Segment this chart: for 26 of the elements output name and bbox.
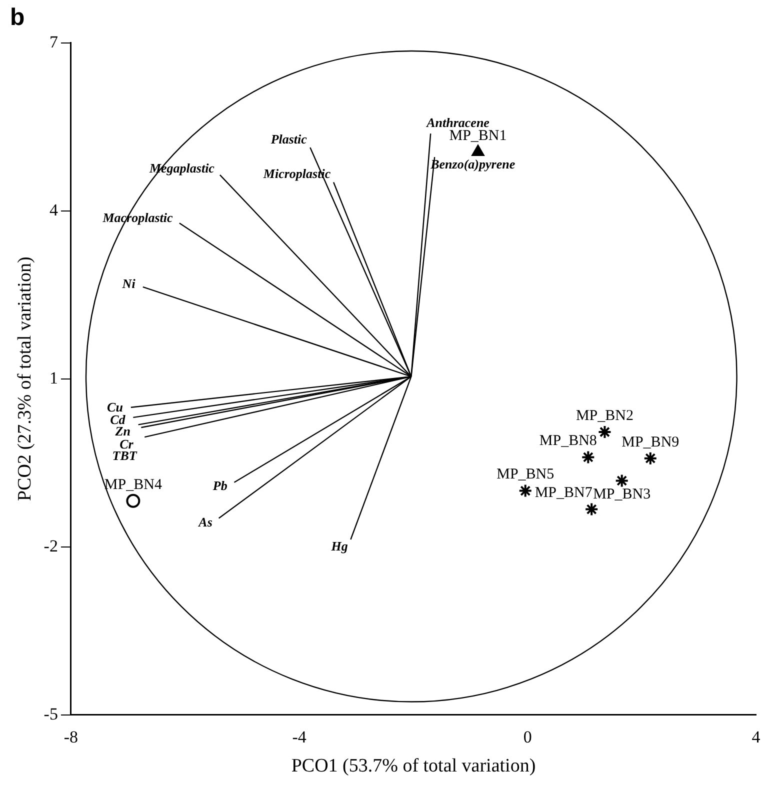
x-tick-label: 4 [752, 727, 761, 746]
series-label: MP_BN5 [496, 466, 554, 483]
chart-title: b [10, 4, 25, 32]
series-label: MP_BN8 [539, 433, 597, 450]
y-tick-label: 7 [49, 32, 58, 52]
x-tick-label: -4 [292, 727, 307, 746]
y-tick-label: -2 [44, 536, 58, 556]
series-label: Anthracene [426, 114, 490, 130]
y-tick-label: 1 [49, 368, 58, 388]
series-label: MP_BN2 [576, 408, 634, 424]
y-tick-label: -5 [44, 704, 58, 724]
series-label: MP_BN7 [534, 485, 593, 502]
series-label: As [198, 514, 212, 530]
series-label: Ni [121, 276, 136, 291]
x-axis-title: PCO1 (53.7% of total variation) [291, 756, 536, 777]
series-label: MP_BN3 [593, 486, 651, 503]
series-label: MP_BN4 [104, 476, 162, 493]
y-tick-label: 4 [49, 200, 58, 220]
y-axis-title: PCO2 (27.3% of total variation) [14, 256, 36, 501]
series-label: Pb [212, 478, 228, 493]
x-tick-label: 0 [523, 727, 532, 746]
series-label: Hg [330, 538, 348, 554]
x-tick-label: -8 [64, 727, 78, 746]
series-label: MP_BN9 [622, 434, 680, 450]
series-label: Plastic [270, 132, 308, 147]
series-label: MP_BN1 [449, 128, 507, 144]
